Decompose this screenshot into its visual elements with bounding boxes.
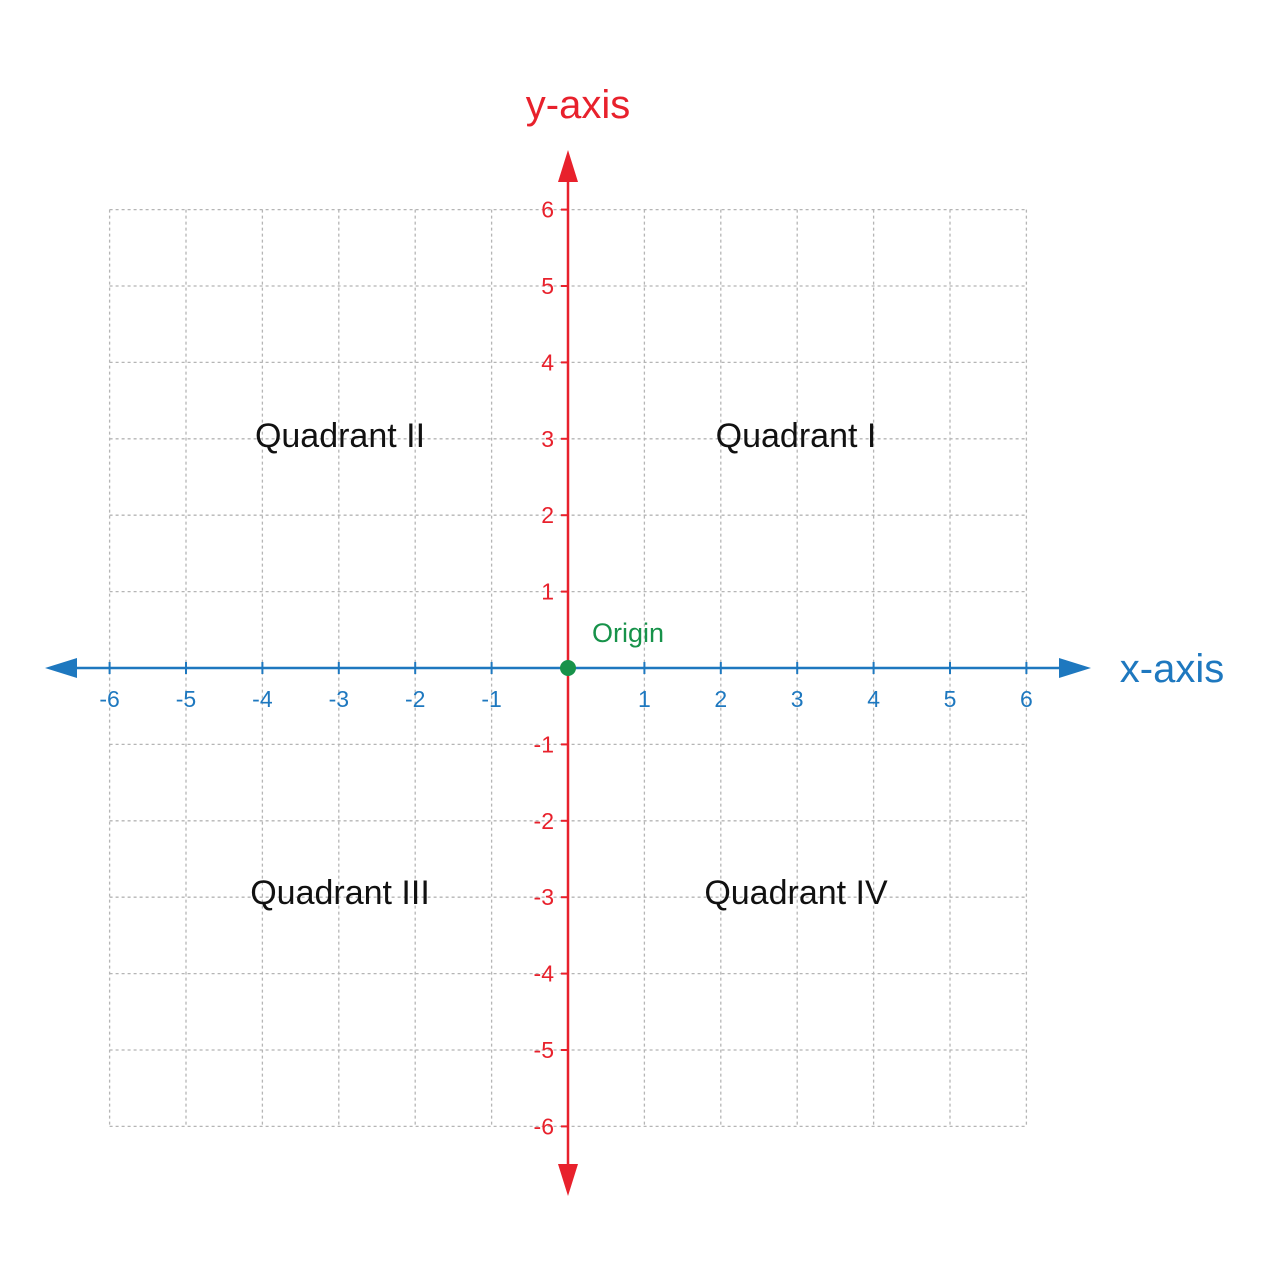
y-axis-ticks: 6 5 4 3 2 1 -1 -2 -3 -4 -5 -6	[534, 197, 569, 1139]
quadrant-i-label: Quadrant I	[716, 417, 877, 455]
x-tick-label: 2	[714, 686, 727, 712]
y-tick-label: 5	[541, 273, 554, 299]
y-tick-label: 6	[541, 197, 554, 223]
x-tick-label: 1	[638, 686, 651, 712]
quadrant-iii-label: Quadrant III	[250, 874, 430, 912]
x-axis-ticks: -6 -5 -4 -3 -2 -1 1 2 3 4 5 6	[99, 662, 1033, 712]
x-tick-label: -4	[252, 686, 273, 712]
y-tick-label: 3	[541, 426, 554, 452]
y-tick-label: -5	[534, 1037, 554, 1063]
y-tick-label: 1	[541, 579, 554, 605]
x-tick-label: 4	[867, 686, 880, 712]
y-tick-label: -6	[534, 1113, 554, 1139]
y-tick-label: 2	[541, 502, 554, 528]
y-tick-label: 4	[541, 349, 554, 375]
x-tick-label: -2	[405, 686, 425, 712]
y-tick-label: -2	[534, 808, 554, 834]
origin-point	[560, 660, 576, 676]
x-axis-arrow-right	[1059, 658, 1091, 678]
x-tick-label: -1	[481, 686, 501, 712]
y-axis-arrow-down	[558, 1164, 578, 1196]
x-tick-label: 5	[944, 686, 957, 712]
x-tick-label: -6	[99, 686, 119, 712]
x-axis-label: x-axis	[1120, 647, 1224, 691]
y-tick-label: -3	[534, 884, 554, 910]
x-tick-label: 3	[791, 686, 804, 712]
x-tick-label: -3	[329, 686, 349, 712]
x-tick-label: 6	[1020, 686, 1033, 712]
quadrant-iv-label: Quadrant IV	[704, 874, 888, 912]
y-tick-label: -4	[534, 961, 555, 987]
y-axis-arrow-up	[558, 150, 578, 182]
origin-label: Origin	[592, 618, 664, 648]
y-axis-label: y-axis	[526, 83, 630, 127]
y-tick-label: -1	[534, 731, 554, 757]
x-axis-arrow-left	[45, 658, 77, 678]
quadrant-ii-label: Quadrant II	[255, 417, 425, 455]
x-tick-label: -5	[176, 686, 196, 712]
